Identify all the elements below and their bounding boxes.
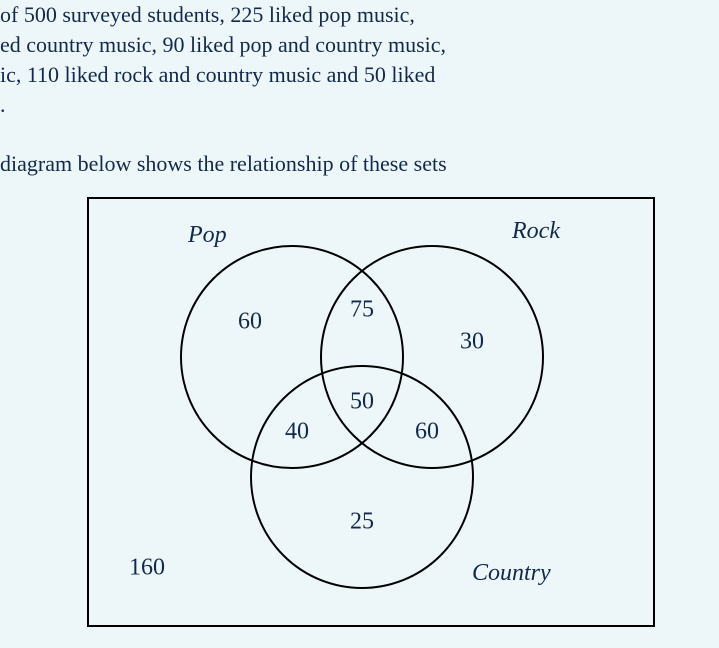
paragraph-line-3: ic, 110 liked rock and country music and… — [0, 60, 446, 90]
venn-label-pop: Pop — [188, 222, 227, 249]
venn-value-all-three: 50 — [350, 389, 374, 416]
paragraph-line-1: of 500 surveyed students, 225 liked pop … — [0, 0, 446, 30]
venn-value-country-only: 25 — [350, 509, 374, 536]
venn-value-pop-country: 40 — [285, 419, 309, 446]
venn-label-rock: Rock — [512, 218, 560, 245]
venn-value-rock-country: 60 — [415, 419, 439, 446]
venn-value-pop-rock: 75 — [350, 297, 374, 324]
venn-value-outside: 160 — [129, 555, 165, 582]
venn-label-country: Country — [472, 560, 551, 587]
venn-universe-box: Pop Rock Country 60 30 25 75 40 60 50 16… — [87, 197, 655, 627]
paragraph-block: of 500 surveyed students, 225 liked pop … — [0, 0, 446, 120]
paragraph-line-2: ed country music, 90 liked pop and count… — [0, 30, 446, 60]
paragraph-line-4: . — [0, 90, 446, 120]
venn-value-pop-only: 60 — [238, 309, 262, 336]
venn-value-rock-only: 30 — [460, 329, 484, 356]
diagram-caption: diagram below shows the relationship of … — [0, 148, 447, 180]
